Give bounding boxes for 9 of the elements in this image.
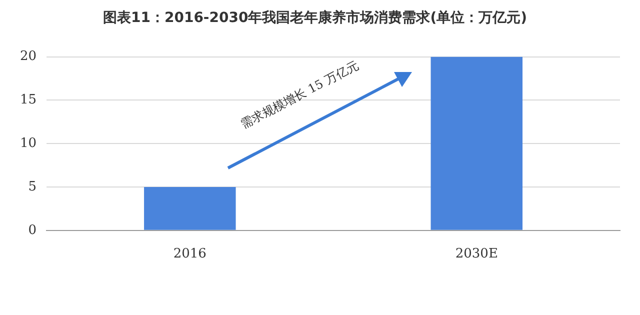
x-tick-label: 2030E (455, 246, 498, 262)
annotation: 需求规模增长 15 万亿元 (238, 57, 362, 134)
x-tick-label: 2016 (173, 246, 206, 262)
y-tick-label: 15 (20, 92, 37, 108)
y-tick-label: 5 (28, 179, 37, 194)
y-tick-label: 10 (20, 136, 37, 151)
y-tick-label: 20 (20, 49, 37, 64)
y-tick-label: 0 (28, 222, 37, 238)
chart-title: 图表11：2016-2030年我国老年康养市场消费需求(单位：万亿元) (102, 9, 528, 26)
